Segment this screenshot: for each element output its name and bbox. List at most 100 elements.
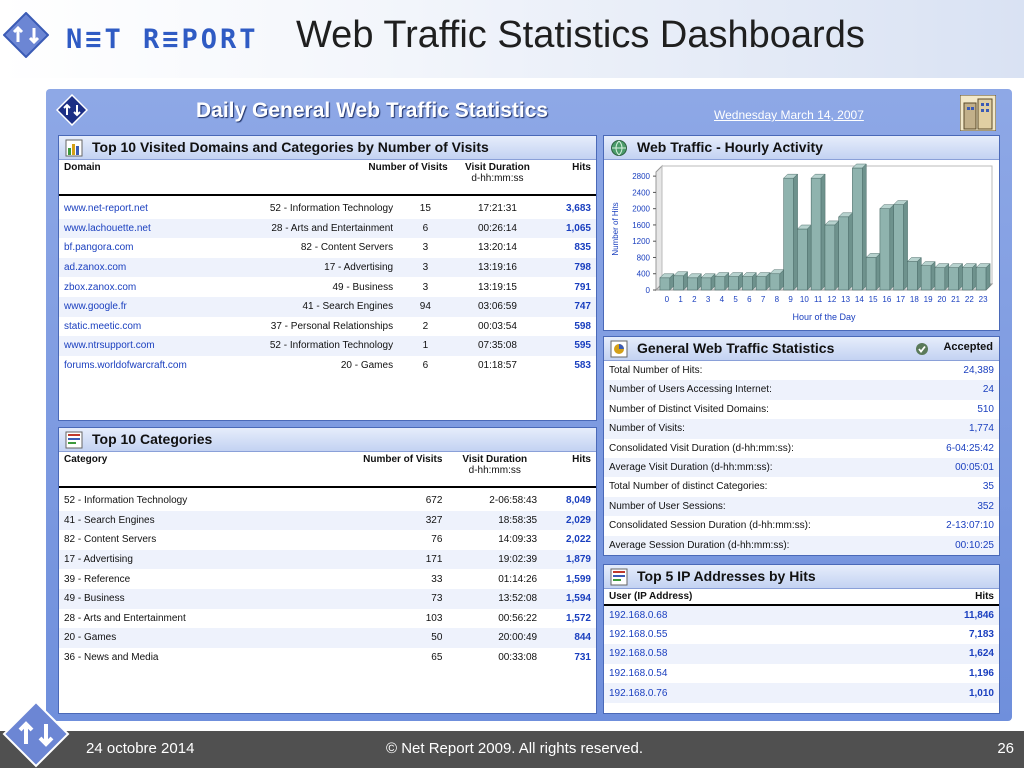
chart-back-wall [655,164,663,292]
ip-hits: 1,624 [880,644,999,664]
stat-value: 35 [982,481,994,493]
col-user-ip: User (IP Address) [604,589,881,606]
category-name: 82 - Content Servers [59,530,338,550]
category-hits: 1,594 [542,588,596,609]
report-icon [65,431,83,449]
chart-bar [879,208,891,291]
chart-report-icon [65,139,83,157]
category-duration: 01:14:26 [447,569,543,589]
domain-link[interactable]: ad.zanox.com [59,257,249,278]
stat-row: Average Visit Duration (d-hh:mm:ss): 00:0… [604,457,999,478]
stat-label: Total Number of distinct Categories: [609,481,768,493]
domain-duration: 03:06:59 [452,296,543,317]
x-tick-label: 3 [706,295,711,304]
domain-category: 52 - Information Technology [248,336,399,356]
top-domains-title: Top 10 Visited Domains and Categories by… [92,139,489,155]
stat-row: Number of Distinct Visited Domains: 510 [604,400,999,419]
domain-category: 28 - Arts and Entertainment [248,218,399,239]
dashboard-date-link[interactable]: Wednesday March 14, 2007 [714,108,864,122]
stat-row: Consolidated Visit Duration (d-hh:mm:ss)… [604,439,999,458]
chart-bar [962,267,973,291]
domain-visits: 15 [398,199,453,219]
ip-address[interactable]: 192.168.0.58 [604,644,881,664]
domain-duration: 00:26:14 [452,218,543,239]
domain-visits: 3 [398,257,453,278]
brand-name: N≡T R≡PORT [66,24,259,55]
domain-link[interactable]: www.net-report.net [59,199,249,219]
table-row: 192.168.0.54 1,196 [604,663,999,684]
stat-row: Total Number of distinct Categories: 35 [604,477,999,496]
stat-row: Total Number of Hits: 24,389 [604,361,999,380]
chart-bar [700,277,712,291]
hourly-activity-panel: Web Traffic - Hourly Activity 0 400 800 120… [603,135,1000,331]
table-row: 82 - Content Servers 76 14:09:33 2,022 [59,530,596,550]
category-name: 36 - News and Media [59,647,338,668]
ip-address[interactable]: 192.168.0.68 [604,605,881,625]
domain-category: 20 - Games [248,355,399,376]
domain-link[interactable]: bf.pangora.com [59,238,249,258]
building-icon[interactable] [960,95,996,131]
x-tick-label: 21 [951,295,960,304]
net-report-logo-icon [3,12,49,58]
chart-bar [755,276,767,291]
top-ip-title: Top 5 IP Addresses by Hits [637,568,816,584]
category-visits: 76 [337,530,448,550]
domain-link[interactable]: www.ntrsupport.com [59,336,249,356]
category-duration: 14:09:33 [447,530,543,550]
table-row: static.meetic.com 37 - Personal Relation… [59,316,596,337]
col-category: Category [59,452,338,488]
stat-value: 24,389 [963,365,994,376]
stat-row: Number of Visits: 1,774 [604,419,999,439]
x-axis-label: Hour of the Day [792,312,856,322]
report-icon [610,568,628,586]
domain-hits: 598 [542,316,596,337]
y-tick-label: 400 [637,270,651,279]
y-tick-label: 2800 [632,172,650,181]
category-duration: 13:52:08 [447,588,543,609]
chart-bar [948,267,959,291]
chart-bar-side [917,256,922,291]
stat-value: 24 [982,384,994,396]
domain-link[interactable]: zbox.zanox.com [59,277,249,297]
ip-address[interactable]: 192.168.0.76 [604,683,881,703]
chart-bar [783,177,794,291]
globe-icon [611,140,627,156]
domain-duration: 01:18:57 [452,355,543,376]
domain-link[interactable]: www.lachouette.net [59,218,249,239]
x-tick-label: 23 [979,295,988,304]
top-categories-panel: Top 10 Categories Category Number of Vis… [58,427,597,714]
dashboard-logo-icon [56,94,88,126]
chart-bar [742,276,753,291]
domain-link[interactable]: static.meetic.com [59,316,249,337]
domain-link[interactable]: www.google.fr [59,296,249,317]
category-hits: 8,049 [542,491,596,511]
category-duration: 19:02:39 [447,549,543,570]
domain-visits: 3 [398,238,453,258]
col-hits: Hits [542,160,596,196]
ip-address[interactable]: 192.168.0.55 [604,624,881,645]
table-row: 52 - Information Technology 672 2-06:58:43… [59,491,596,511]
top-ip-header: Top 5 IP Addresses by Hits [604,565,999,589]
table-header-row: Category Number of Visits Visit Duration… [59,452,596,488]
ip-address[interactable]: 192.168.0.54 [604,663,881,684]
stat-label: Consolidated Session Duration (d-hh:mm:s… [609,520,811,532]
stat-value: 6-04:25:42 [946,442,994,454]
stat-value: 1,774 [968,423,994,435]
x-tick-label: 4 [720,295,725,304]
chart-bar [838,216,849,291]
general-stats-panel: General Web Traffic Statistics Accepted … [603,336,1000,556]
chart-bar-side [944,263,950,291]
table-row: www.net-report.net 52 - Information Tech… [59,199,596,219]
table-row: 192.168.0.68 11,846 [604,605,999,625]
x-tick-label: 7 [761,295,766,304]
page-number: 26 [997,740,1014,757]
category-visits: 672 [337,491,448,511]
category-visits: 65 [337,647,448,668]
chart-bar [769,273,781,291]
stat-value: 00:05:01 [955,461,994,473]
table-row: forums.worldofwarcraft.com 20 - Games 6 … [59,355,596,376]
x-tick-label: 15 [869,295,878,304]
dashboard-title: Daily General Web Traffic Statistics [196,99,549,122]
table-header-row: Domain Number of Visits Visit Duration d-… [59,160,596,196]
domain-link[interactable]: forums.worldofwarcraft.com [59,355,249,376]
